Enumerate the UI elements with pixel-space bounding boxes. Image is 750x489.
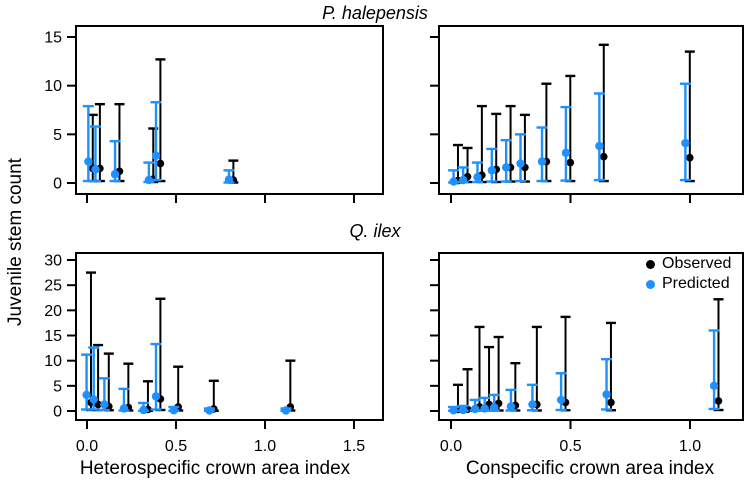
data-point	[458, 405, 468, 415]
x-axis-label-conspecific: Conspecific crown area index	[465, 458, 715, 479]
y-tick-label: 10	[44, 78, 62, 95]
y-tick-label: 15	[44, 328, 62, 345]
panel-p-halepensis-conspecific	[430, 25, 744, 203]
data-point	[490, 403, 499, 412]
panel-title-q-ilex: Q. ilex	[349, 221, 401, 241]
y-tick-label: 10	[44, 353, 62, 370]
data-point	[205, 406, 214, 415]
legend-label: Observed	[662, 255, 732, 272]
legend-label: Predicted	[662, 275, 730, 292]
data-point	[169, 406, 178, 415]
x-axis-label-heterospecific: Heterospecific crown area index	[79, 458, 351, 479]
data-point	[599, 152, 608, 161]
x-tick-label: 0.0	[440, 438, 462, 455]
data-point	[506, 402, 516, 411]
x-tick-label: 0.5	[165, 438, 187, 455]
data-point	[110, 170, 120, 179]
panel-p-halepensis-heterospecific: 0 5 10 15	[44, 25, 384, 203]
data-point	[501, 163, 511, 172]
data-point	[449, 177, 458, 186]
data-point	[151, 151, 161, 160]
data-point	[681, 138, 690, 148]
x-tick-label: 1.0	[254, 438, 276, 455]
y-tick-label: 0	[53, 404, 62, 421]
data-point	[156, 159, 165, 168]
data-point	[480, 404, 489, 413]
y-tick-label: 15	[44, 30, 62, 47]
data-point	[281, 406, 291, 415]
data-point	[686, 153, 694, 162]
legend: Observed Predicted	[646, 254, 731, 294]
data-point	[89, 395, 98, 404]
x-tick-label: 0.5	[559, 438, 581, 455]
data-point	[458, 175, 468, 185]
x-tick-label: 0.0	[76, 438, 98, 455]
data-point	[537, 157, 547, 166]
data-point	[470, 404, 480, 414]
data-point	[139, 405, 148, 415]
y-tick-label: 5	[53, 378, 62, 395]
data-point	[449, 406, 458, 415]
x-tick-label: 1.0	[679, 438, 701, 455]
observed-marker-icon	[646, 259, 655, 269]
legend-item-predicted: Predicted	[646, 274, 731, 294]
data-point	[487, 166, 497, 175]
y-tick-label: 5	[53, 127, 62, 144]
data-point	[566, 158, 575, 167]
data-point	[516, 159, 525, 168]
data-point	[82, 390, 91, 400]
panel-border	[75, 252, 384, 421]
legend-item-observed: Observed	[646, 254, 731, 274]
predicted-marker-icon	[646, 279, 655, 289]
panel-border	[75, 25, 384, 195]
data-point	[151, 392, 161, 401]
data-point	[709, 381, 719, 391]
y-tick-label: 0	[53, 176, 62, 193]
x-tick-label: 1.5	[343, 438, 365, 455]
y-tick-label: 30	[44, 253, 62, 270]
data-point	[144, 175, 154, 185]
data-point	[473, 172, 482, 182]
data-point	[602, 390, 611, 399]
panel-border	[438, 252, 744, 421]
panel-q-ilex-heterospecific: 0.0 0.5 1.0 1.5 0 5 10 15 20 25 30	[44, 252, 384, 455]
data-point	[556, 395, 566, 405]
data-point	[100, 400, 109, 409]
data-point	[714, 397, 723, 405]
data-point	[91, 165, 100, 174]
data-point	[224, 175, 234, 184]
data-point	[607, 398, 615, 407]
panel-q-ilex-conspecific: 0.0 0.5 1.0	[430, 252, 744, 455]
data-point	[84, 157, 93, 166]
panel-border	[438, 25, 744, 195]
y-tick-label: 20	[44, 303, 62, 320]
data-point	[595, 141, 604, 151]
y-tick-label: 25	[44, 278, 62, 295]
panel-title-p-halepensis: P. halepensis	[322, 3, 428, 23]
data-point	[119, 404, 129, 413]
data-point	[561, 148, 571, 158]
data-point	[528, 400, 537, 409]
